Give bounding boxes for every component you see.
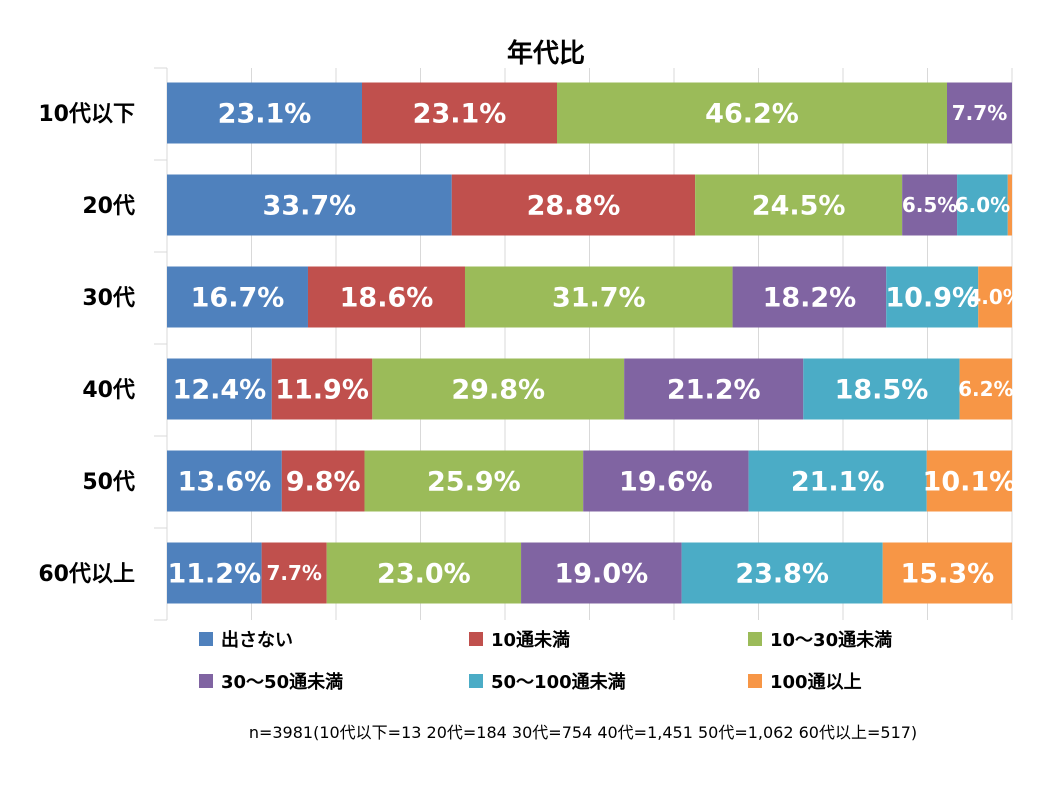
bar-segment [978, 266, 1012, 328]
bar-segment [695, 174, 903, 236]
bar-segment [281, 450, 365, 512]
bar-segment [167, 450, 282, 512]
data-label: 23.0% [377, 559, 471, 590]
data-label: 18.6% [340, 283, 434, 314]
category-label: 40代 [82, 378, 135, 403]
bar-segment [364, 450, 584, 512]
legend-swatch [469, 674, 483, 688]
bar-segment [167, 542, 262, 604]
bar-segment [748, 450, 927, 512]
data-label: 23.8% [735, 559, 829, 590]
bar-segment [464, 266, 733, 328]
legend-swatch [748, 632, 762, 646]
data-label: 11.2% [167, 559, 261, 590]
data-label: 10.9% [885, 283, 979, 314]
data-label: 21.1% [791, 467, 885, 498]
data-label: 19.0% [554, 559, 648, 590]
bar-segment [886, 266, 979, 328]
legend-label: 出さない [221, 629, 293, 651]
category-label: 10代以下 [38, 102, 135, 127]
bar-segment [372, 358, 625, 420]
legend-swatch [199, 632, 213, 646]
bar-segment [362, 82, 557, 144]
bar-segment [957, 174, 1008, 236]
bar-segment [521, 542, 682, 604]
data-label: 21.2% [667, 375, 761, 406]
bar-segment [167, 266, 308, 328]
bar-segment [947, 82, 1012, 144]
bar-segment [261, 542, 327, 604]
data-label: 11.9% [275, 375, 369, 406]
data-label: 7.7% [266, 561, 321, 585]
data-label: 24.5% [752, 191, 846, 222]
legend-swatch [469, 632, 483, 646]
sample-size-note: n=3981(10代以下=13 20代=184 30代=754 40代=1,45… [249, 723, 917, 742]
data-label: 16.7% [191, 283, 285, 314]
legend-swatch [748, 674, 762, 688]
bar-segment [1007, 174, 1012, 236]
data-label: 12.4% [173, 375, 267, 406]
data-label: 13.6% [178, 467, 272, 498]
data-label: 6.0% [955, 193, 1010, 217]
data-label: 6.5% [902, 193, 957, 217]
data-label: 28.8% [527, 191, 621, 222]
bar-segment [803, 358, 960, 420]
category-label: 50代 [82, 470, 135, 495]
legend: 出さない 10通未満 10～30通未満 30～50通未満 50～100通未満 100通以上 [199, 629, 892, 693]
bar-segment [583, 450, 749, 512]
category-label: 60代以上 [38, 562, 135, 587]
category-label: 20代 [82, 194, 135, 219]
data-label: 4.0% [967, 285, 1022, 309]
legend-label: 10通未満 [491, 629, 570, 651]
data-label: 23.1% [218, 99, 312, 130]
bar-segment [167, 174, 452, 236]
bar-segment [681, 542, 883, 604]
data-label: 23.1% [413, 99, 507, 130]
data-label: 31.7% [552, 283, 646, 314]
bar-segment [167, 358, 272, 420]
bar-segment [326, 542, 522, 604]
legend-label: 10～30通未満 [770, 629, 892, 651]
legend-label: 30～50通未満 [221, 671, 343, 693]
legend-label: 50～100通未満 [491, 671, 626, 693]
bar-segment [451, 174, 696, 236]
legend-swatch [199, 674, 213, 688]
bar-segment [926, 450, 1012, 512]
data-label: 18.5% [835, 375, 929, 406]
bar-segment [307, 266, 465, 328]
data-label: 46.2% [705, 99, 799, 130]
chart-title: 年代比 [507, 38, 585, 69]
category-labels: 10代以下 20代 30代 40代 50代 60代以上 [38, 102, 135, 587]
bar-group [167, 82, 1012, 604]
bar-segment [732, 266, 887, 328]
data-label: 7.7% [952, 101, 1007, 125]
data-label: 10.1% [923, 467, 1017, 498]
bar-segment [557, 82, 947, 144]
data-label: 6.2% [958, 377, 1013, 401]
bar-segment [167, 82, 362, 144]
data-label: 19.6% [619, 467, 713, 498]
data-label: 15.3% [901, 559, 995, 590]
bar-segment [271, 358, 373, 420]
data-label: 33.7% [263, 191, 357, 222]
legend-label: 100通以上 [770, 672, 862, 693]
bar-segment [902, 174, 958, 236]
data-labels: 23.1% 23.1% 46.2% 7.7%33.7% 28.8% 24.5% 6.5%6.… [167, 99, 1022, 590]
data-label: 25.9% [427, 467, 521, 498]
category-label: 30代 [82, 286, 135, 311]
data-label: 9.8% [286, 467, 361, 498]
grid-lines [154, 67, 1013, 621]
data-label: 18.2% [763, 283, 857, 314]
bar-segment [959, 358, 1012, 420]
bar-segment [882, 542, 1012, 604]
bar-segment [624, 358, 804, 420]
data-label: 29.8% [451, 375, 545, 406]
